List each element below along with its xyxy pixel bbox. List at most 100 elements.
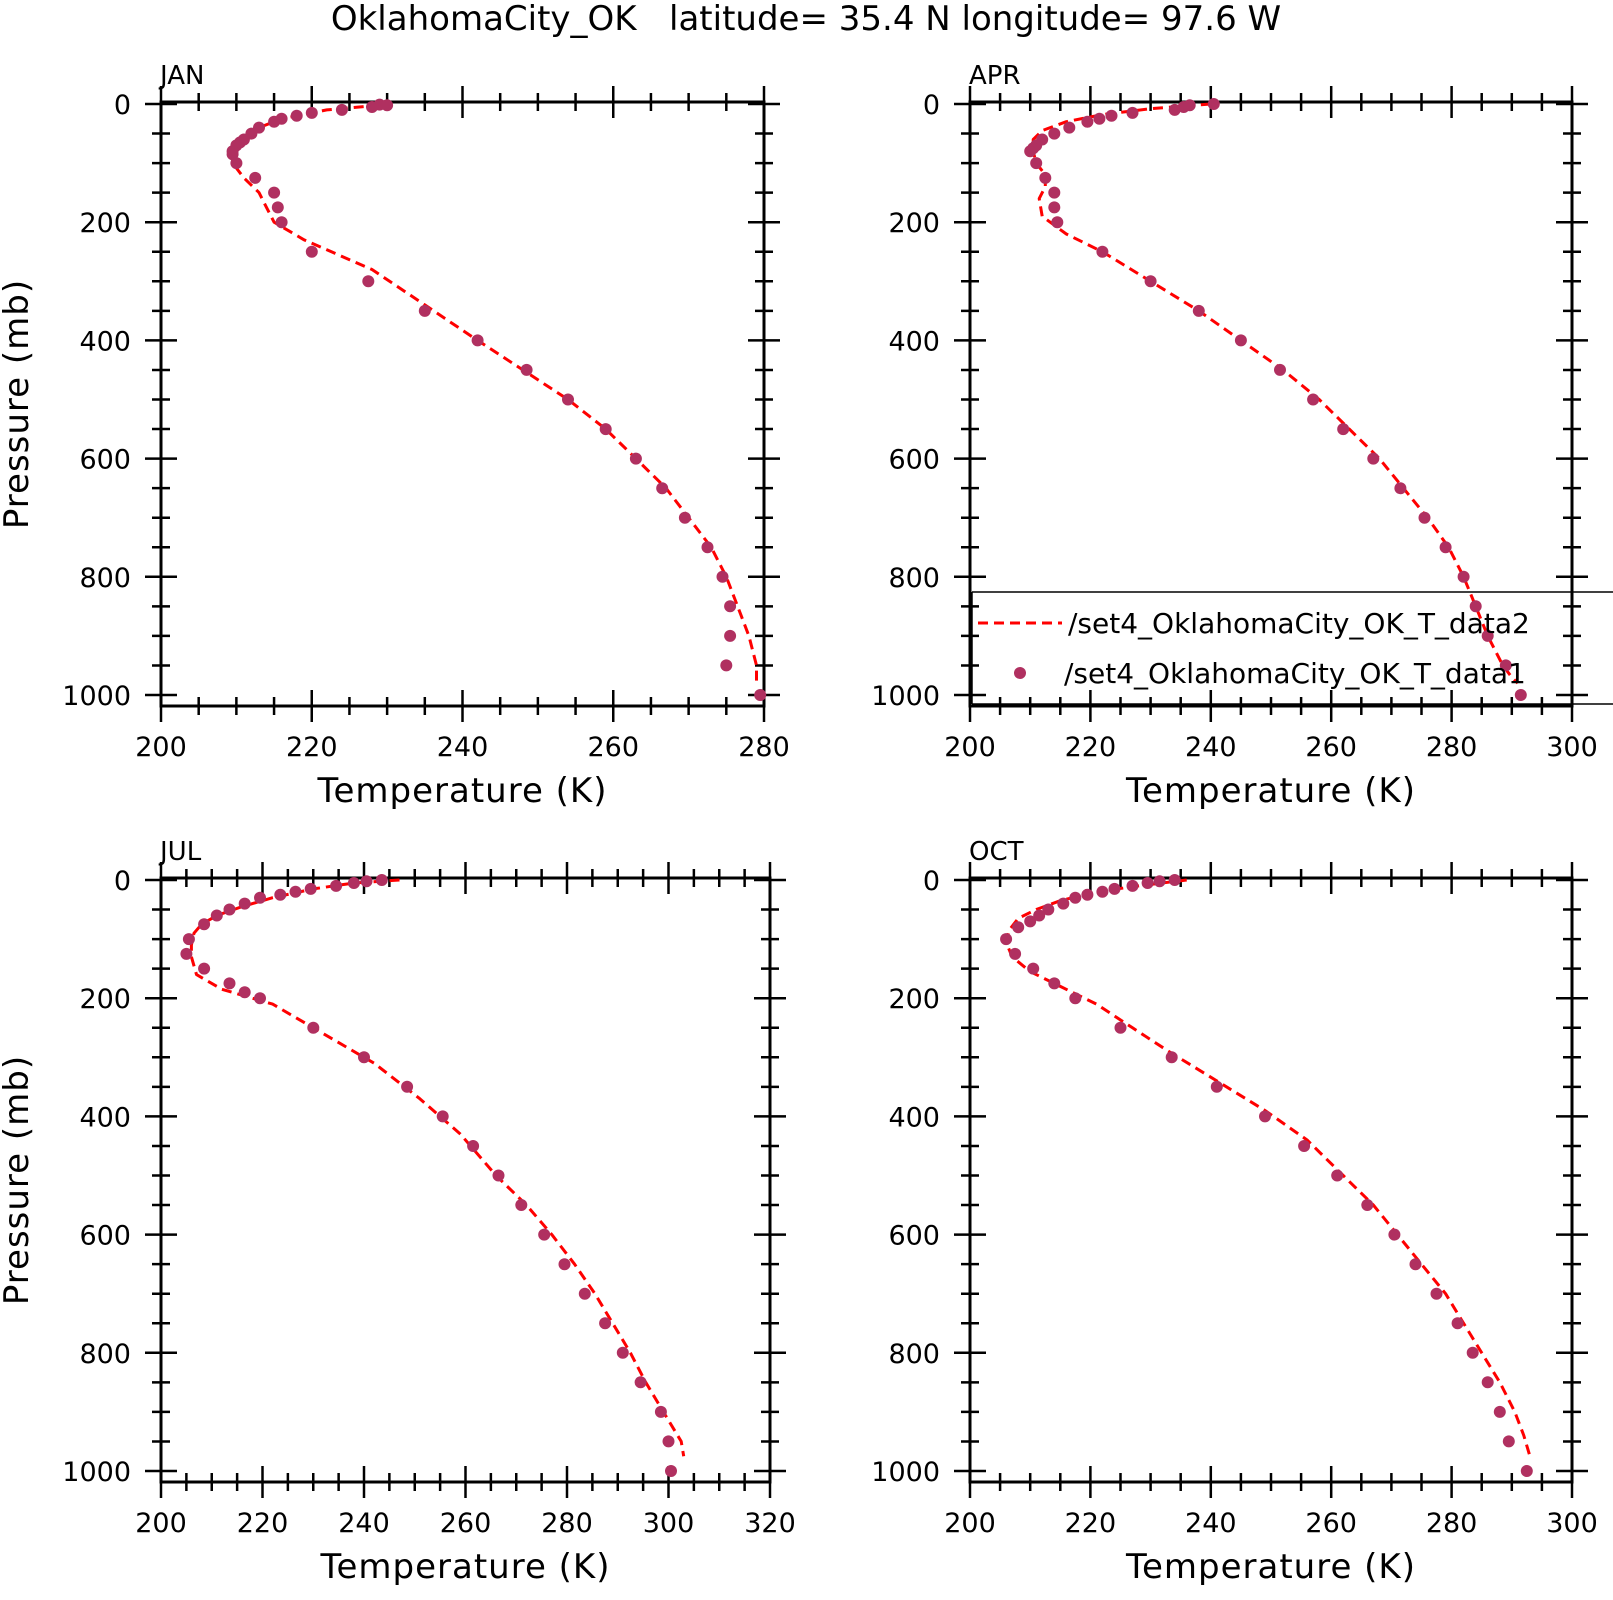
oct-obs-point <box>1096 886 1108 898</box>
jul-obs-point <box>493 1170 505 1182</box>
oct-xtick-label: 220 <box>1065 1508 1117 1539</box>
apr-obs-point <box>1394 482 1406 494</box>
oct-obs-point <box>1388 1229 1400 1241</box>
oct-obs-point <box>1024 915 1036 927</box>
jul-obs-point <box>274 889 286 901</box>
apr-ytick-label: 0 <box>923 90 940 121</box>
oct-ytick-label: 800 <box>888 1339 940 1370</box>
jan-xtick-label: 280 <box>738 732 790 763</box>
oct-obs-point <box>1482 1376 1494 1388</box>
jul-obs-point <box>376 874 388 886</box>
jul-obs-point <box>635 1376 647 1388</box>
oct-ytick-label: 200 <box>888 984 940 1015</box>
jul-plot-frame <box>161 878 770 1482</box>
jul-xtick-label: 280 <box>541 1508 593 1539</box>
jul-x-axis-label: Temperature (K) <box>319 1547 610 1587</box>
apr-obs-point <box>1193 305 1205 317</box>
jul-obs-point <box>437 1110 449 1122</box>
jul-obs-point <box>401 1081 413 1093</box>
oct-obs-point <box>1009 948 1021 960</box>
oct-obs-point <box>1467 1347 1479 1359</box>
apr-model-line <box>1033 104 1518 683</box>
jul-obs-point <box>559 1258 571 1270</box>
jan-obs-point <box>272 201 284 213</box>
jul-obs-point <box>254 992 266 1004</box>
legend-obs-swatch <box>1014 667 1026 679</box>
jul-obs-point <box>663 1435 675 1447</box>
apr-obs-point <box>1419 512 1431 524</box>
jan-ytick-label: 400 <box>79 326 131 357</box>
oct-obs-point <box>1142 877 1154 889</box>
jul-obs-point <box>305 883 317 895</box>
apr-ytick-label: 200 <box>888 208 940 239</box>
apr-obs-point <box>1440 541 1452 553</box>
figure-title: OklahomaCity_OK latitude= 35.4 N longitu… <box>331 0 1281 39</box>
apr-xtick-label: 200 <box>944 732 996 763</box>
jul-obs-point <box>198 963 210 975</box>
oct-obs-point <box>1069 892 1081 904</box>
oct-obs-point <box>1027 963 1039 975</box>
oct-obs-point <box>1331 1170 1343 1182</box>
oct-obs-point <box>1503 1435 1515 1447</box>
oct-xtick-label: 260 <box>1305 1508 1357 1539</box>
jul-xtick-label: 260 <box>440 1508 492 1539</box>
jul-obs-point <box>665 1465 677 1477</box>
jul-xtick-label: 200 <box>135 1508 187 1539</box>
jan-xtick-label: 220 <box>286 732 338 763</box>
jul-obs-points <box>180 874 677 1477</box>
jan-obs-point <box>724 630 736 642</box>
jul-obs-point <box>183 933 195 945</box>
jul-xtick-label: 240 <box>338 1508 390 1539</box>
jul-obs-point <box>655 1406 667 1418</box>
jan-obs-point <box>291 110 303 122</box>
apr-xtick-label: 240 <box>1185 732 1237 763</box>
jul-ytick-label: 400 <box>79 1102 131 1133</box>
apr-obs-point <box>1048 201 1060 213</box>
oct-obs-point <box>1298 1140 1310 1152</box>
oct-obs-point <box>1057 898 1069 910</box>
jan-obs-point <box>381 99 393 111</box>
jul-obs-point <box>239 898 251 910</box>
apr-panel-label: APR <box>969 61 1021 91</box>
oct-obs-point <box>1410 1258 1422 1270</box>
jul-obs-point <box>515 1199 527 1211</box>
apr-obs-point <box>1307 394 1319 406</box>
oct-obs-point <box>1259 1110 1271 1122</box>
jan-panel-label: JAN <box>158 61 204 91</box>
apr-obs-point <box>1030 157 1042 169</box>
apr-obs-point <box>1096 246 1108 258</box>
jan-obs-point <box>268 116 280 128</box>
jan-obs-point <box>720 659 732 671</box>
jul-obs-point <box>211 910 223 922</box>
oct-obs-point <box>1127 880 1139 892</box>
jan-obs-point <box>306 246 318 258</box>
jan-obs-point <box>472 334 484 346</box>
oct-obs-point <box>1361 1199 1373 1211</box>
apr-xtick-label: 260 <box>1305 732 1357 763</box>
jul-obs-point <box>330 880 342 892</box>
jul-obs-point <box>599 1317 611 1329</box>
panel-oct: 02004006008001000200220240260280300Tempe… <box>871 837 1597 1587</box>
oct-xtick-label: 300 <box>1546 1508 1598 1539</box>
apr-obs-point <box>1127 107 1139 119</box>
jan-obs-point <box>521 364 533 376</box>
jan-obs-point <box>230 157 242 169</box>
oct-x-axis-label: Temperature (K) <box>1125 1547 1416 1587</box>
oct-xtick-label: 280 <box>1426 1508 1478 1539</box>
jul-obs-point <box>361 875 373 887</box>
oct-obs-point <box>1211 1081 1223 1093</box>
jul-obs-point <box>254 892 266 904</box>
jan-ytick-label: 600 <box>79 445 131 476</box>
jul-xtick-label: 300 <box>643 1508 695 1539</box>
jul-obs-point <box>617 1347 629 1359</box>
jan-obs-point <box>276 216 288 228</box>
jan-obs-point <box>656 482 668 494</box>
apr-obs-point <box>1039 172 1051 184</box>
jul-ytick-label: 1000 <box>62 1457 131 1488</box>
jan-obs-point <box>306 107 318 119</box>
legend: /set4_OklahomaCity_OK_T_data2 /set4_Okla… <box>972 592 1613 704</box>
apr-xtick-label: 300 <box>1546 732 1598 763</box>
apr-obs-point <box>1169 104 1181 116</box>
oct-ytick-label: 1000 <box>871 1457 940 1488</box>
